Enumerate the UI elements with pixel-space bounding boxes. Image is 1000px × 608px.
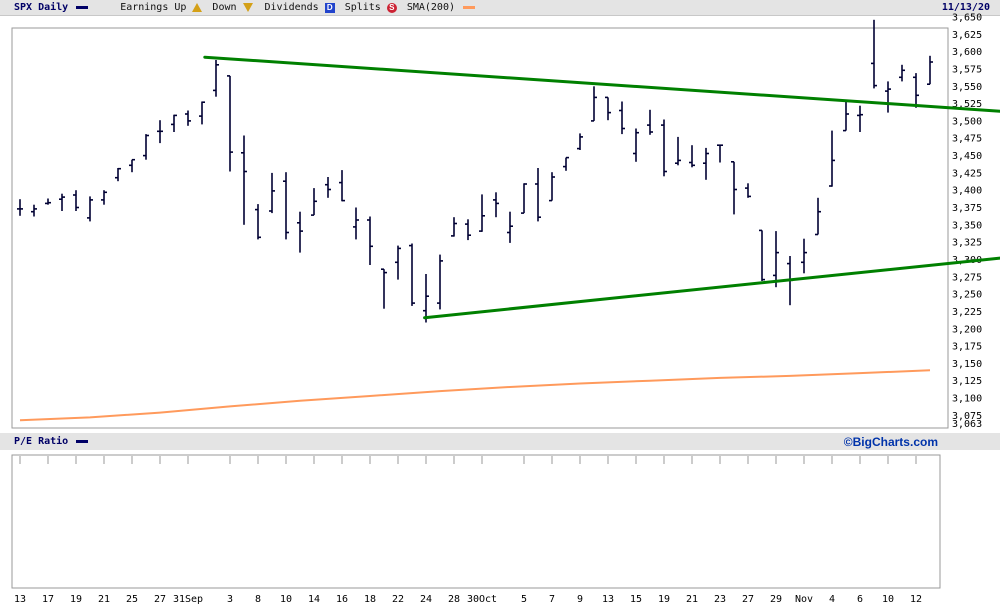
- x-axis-labels: 13 17 19 21 25 27 31Sep 3 8 10 14 16 18 22 24 28 30Oct 5 7…: [14, 594, 922, 605]
- svg-text:3,575: 3,575: [952, 65, 982, 76]
- svg-text:22: 22: [392, 594, 404, 605]
- spx-series-dash-icon: [76, 6, 89, 9]
- earnings-down-label: Down: [212, 2, 237, 13]
- trendlines: [203, 55, 1000, 320]
- price-bars: [17, 19, 933, 323]
- symbol-label: SPX Daily: [14, 2, 69, 13]
- pe-top-ticks: [19, 456, 917, 464]
- svg-text:3,350: 3,350: [952, 220, 982, 231]
- svg-text:21: 21: [98, 594, 110, 605]
- svg-text:19: 19: [70, 594, 82, 605]
- earnings-up-icon: [192, 3, 203, 12]
- svg-text:3,425: 3,425: [952, 168, 982, 179]
- price-chart: 3,650 3,625 3,600 3,575 3,550 3,525 3,500 3,475…: [11, 13, 1000, 431]
- svg-text:30Oct: 30Oct: [467, 594, 497, 605]
- svg-text:3,075: 3,075: [952, 411, 982, 422]
- sma-legend-label: SMA(200): [406, 2, 455, 13]
- svg-text:6: 6: [857, 594, 863, 605]
- svg-text:18: 18: [364, 594, 376, 605]
- earnings-up-label: Earnings Up: [120, 2, 187, 13]
- svg-text:27: 27: [742, 594, 754, 605]
- svg-text:13: 13: [602, 594, 614, 605]
- splits-label: Splits: [344, 2, 381, 13]
- svg-text:8: 8: [255, 594, 261, 605]
- sma-legend-dash-icon: [463, 6, 475, 9]
- svg-text:5: 5: [521, 594, 527, 605]
- svg-text:3,550: 3,550: [952, 82, 982, 93]
- svg-text:3,475: 3,475: [952, 134, 982, 145]
- svg-text:12: 12: [910, 594, 922, 605]
- svg-text:24: 24: [420, 594, 432, 605]
- svg-text:28: 28: [448, 594, 460, 605]
- svg-text:10: 10: [280, 594, 292, 605]
- svg-text:3,500: 3,500: [952, 116, 982, 127]
- svg-text:3,625: 3,625: [952, 30, 982, 41]
- svg-text:21: 21: [686, 594, 698, 605]
- svg-text:3,200: 3,200: [952, 324, 982, 335]
- svg-text:27: 27: [154, 594, 166, 605]
- chart-header-bar: SPX Daily Earnings Up Down Dividends D S…: [0, 0, 1000, 16]
- pe-series-dash-icon: [76, 440, 89, 443]
- pe-chart: 13 17 19 21 25 27 31Sep 3 8 10 14 16 18 22 24 28 30Oct 5 7…: [11, 454, 941, 605]
- svg-text:3,375: 3,375: [952, 203, 982, 214]
- earnings-down-icon: [242, 3, 253, 12]
- svg-text:17: 17: [42, 594, 54, 605]
- splits-badge-icon: S: [386, 2, 397, 13]
- svg-text:3,650: 3,650: [952, 13, 982, 24]
- bigcharts-watermark: ©BigCharts.com: [843, 434, 938, 449]
- dividends-label: Dividends: [264, 2, 319, 13]
- svg-text:4: 4: [829, 594, 835, 605]
- svg-text:31Sep: 31Sep: [173, 594, 203, 605]
- svg-text:10: 10: [882, 594, 894, 605]
- svg-text:25: 25: [126, 594, 138, 605]
- dividends-badge-icon: D: [324, 2, 335, 13]
- svg-text:15: 15: [630, 594, 642, 605]
- svg-text:3,400: 3,400: [952, 186, 982, 197]
- svg-text:3,275: 3,275: [952, 272, 982, 283]
- chart-date: 11/13/20: [941, 2, 990, 13]
- ascending-support-trendline: [423, 256, 1000, 320]
- svg-text:3,325: 3,325: [952, 238, 982, 249]
- svg-text:19: 19: [658, 594, 670, 605]
- svg-text:3,225: 3,225: [952, 307, 982, 318]
- pe-plot-frame: [11, 454, 941, 589]
- svg-text:3,250: 3,250: [952, 290, 982, 301]
- svg-text:7: 7: [549, 594, 555, 605]
- price-plot-frame: [11, 27, 949, 429]
- svg-text:3,450: 3,450: [952, 151, 982, 162]
- svg-text:3: 3: [227, 594, 233, 605]
- svg-text:16: 16: [336, 594, 348, 605]
- svg-text:23: 23: [714, 594, 726, 605]
- svg-text:3,525: 3,525: [952, 99, 982, 110]
- svg-text:3,125: 3,125: [952, 376, 982, 387]
- svg-text:3,100: 3,100: [952, 394, 982, 405]
- descending-resistance-trendline: [203, 55, 1000, 113]
- pe-header-bar: P/E Ratio ©BigCharts.com: [0, 433, 1000, 450]
- svg-text:14: 14: [308, 594, 320, 605]
- svg-text:9: 9: [577, 594, 583, 605]
- y-axis-labels: 3,650 3,625 3,600 3,575 3,550 3,525 3,500 3,475…: [952, 13, 982, 431]
- svg-text:3,175: 3,175: [952, 342, 982, 353]
- pe-ratio-label: P/E Ratio: [14, 436, 69, 447]
- svg-text:3,150: 3,150: [952, 359, 982, 370]
- svg-text:29: 29: [770, 594, 782, 605]
- svg-text:13: 13: [14, 594, 26, 605]
- sma200-line: [19, 369, 931, 422]
- svg-text:Nov: Nov: [795, 594, 813, 605]
- svg-text:3,600: 3,600: [952, 47, 982, 58]
- svg-text:3,063: 3,063: [952, 419, 982, 430]
